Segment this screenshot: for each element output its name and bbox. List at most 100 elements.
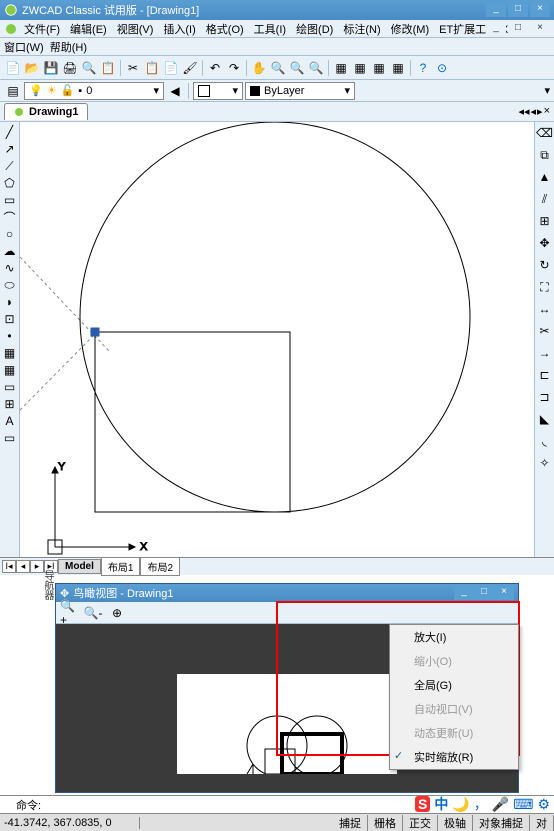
circle-icon[interactable]: ○ (2, 226, 18, 242)
region-icon[interactable]: ▭ (2, 379, 18, 395)
aerial-zoomin-icon[interactable]: 🔍+ (60, 604, 78, 622)
aerial-close-icon[interactable]: × (494, 586, 514, 600)
menu-global[interactable]: 全局(G) (390, 673, 518, 697)
snap-toggle[interactable]: 捕捉 (333, 815, 368, 831)
ellipsearc-icon[interactable]: ◗ (2, 294, 18, 310)
trim-icon[interactable]: ✂ (536, 322, 554, 340)
layer-mgr-icon[interactable]: ▤ (4, 82, 22, 100)
tab-close-icon[interactable]: × (544, 105, 550, 118)
fillet-icon[interactable]: ◟ (536, 432, 554, 450)
aerial-global-icon[interactable]: ⊕ (108, 604, 126, 622)
gradient-icon[interactable]: ▦ (2, 362, 18, 378)
pline-icon[interactable]: ⟋ (2, 158, 18, 174)
menu-insert[interactable]: 插入(I) (159, 20, 199, 38)
explode-icon[interactable]: ✧ (536, 454, 554, 472)
text-icon[interactable]: A (2, 413, 18, 429)
point-icon[interactable]: • (2, 328, 18, 344)
mirror-icon[interactable]: ▲ (536, 168, 554, 186)
doc-maximize-button[interactable]: □ (508, 22, 528, 36)
grid-toggle[interactable]: 栅格 (368, 815, 403, 831)
drawing-canvas[interactable]: X Y (20, 122, 534, 557)
ime-icon[interactable]: S (415, 796, 430, 812)
side-panel-label[interactable]: 导航器 (40, 570, 55, 600)
close-button[interactable]: × (530, 3, 550, 17)
menu-file[interactable]: 文件(F) (20, 20, 64, 38)
otrack-toggle[interactable]: 对 (530, 815, 554, 831)
minimize-button[interactable]: _ (486, 3, 506, 17)
preview-icon[interactable]: 🔍 (80, 59, 98, 77)
aerial-max-icon[interactable]: □ (474, 586, 494, 600)
ime-mic-icon[interactable]: 🎤 (492, 796, 509, 813)
redo-icon[interactable]: ↷ (225, 59, 243, 77)
ortho-toggle[interactable]: 正交 (403, 815, 438, 831)
block-icon[interactable]: ⊡ (2, 311, 18, 327)
layer-dropdown[interactable]: 💡☀🔓▪0 ▾ (24, 82, 164, 100)
line-icon[interactable]: ╱ (2, 124, 18, 140)
layer-prev-icon[interactable]: ◀ (166, 82, 184, 100)
ime-moon-icon[interactable]: 🌙 (452, 796, 469, 813)
spline-icon[interactable]: ∿ (2, 260, 18, 276)
move-icon[interactable]: ✥ (536, 234, 554, 252)
menu-realtime-zoom[interactable]: ✓实时缩放(R) (390, 745, 518, 769)
props-icon[interactable]: ▦ (332, 59, 350, 77)
tab-layout1[interactable]: 布局1 (101, 557, 141, 576)
dc-icon[interactable]: ▦ (351, 59, 369, 77)
tab-first-icon[interactable]: ◂◂ (518, 105, 529, 118)
chamfer-icon[interactable]: ◣ (536, 410, 554, 428)
menu-dynamic-update[interactable]: 动态更新(U) (390, 721, 518, 745)
tab-prev-icon[interactable]: ◂ (531, 105, 537, 118)
aerial-canvas[interactable]: 放大(I) 缩小(O) 全局(G) 自动视口(V) 动态更新(U) ✓实时缩放(… (56, 624, 518, 792)
menu-tools[interactable]: 工具(I) (250, 20, 290, 38)
new-icon[interactable]: 📄 (4, 59, 22, 77)
tab-layout2[interactable]: 布局2 (140, 557, 180, 576)
ime-gear-icon[interactable]: ⚙ (537, 796, 550, 813)
linetype-dropdown[interactable]: ByLayer ▾ (245, 82, 355, 100)
copy-icon[interactable]: 📋 (143, 59, 161, 77)
osnap-toggle[interactable]: 对象捕捉 (473, 815, 530, 831)
ellipse-icon[interactable]: ⬭ (2, 277, 18, 293)
scale-icon[interactable]: ⛶ (536, 278, 554, 296)
join-icon[interactable]: ⊐ (536, 388, 554, 406)
menu-modify[interactable]: 修改(M) (387, 20, 434, 38)
aerial-title-bar[interactable]: ✥ 鸟瞰视图 - Drawing1 _ □ × (56, 584, 518, 602)
stretch-icon[interactable]: ↔ (536, 300, 554, 318)
hatch-icon[interactable]: ▦ (2, 345, 18, 361)
rect-icon[interactable]: ▭ (2, 192, 18, 208)
polar-toggle[interactable]: 极轴 (438, 815, 473, 831)
tab-model[interactable]: Model (58, 559, 101, 574)
ime-comma-icon[interactable]: ， (474, 794, 488, 814)
zoomwin-icon[interactable]: 🔍 (288, 59, 306, 77)
match-icon[interactable]: 🖌 (181, 59, 199, 77)
arc-icon[interactable]: ⌒ (2, 209, 18, 225)
aerial-zoomout-icon[interactable]: 🔍- (84, 604, 102, 622)
doc-minimize-button[interactable]: _ (486, 22, 506, 36)
undo-icon[interactable]: ↶ (206, 59, 224, 77)
offset-icon[interactable]: ⫽ (536, 190, 554, 208)
menu-zoom-out[interactable]: 缩小(O) (390, 649, 518, 673)
xline-icon[interactable]: ↗ (2, 141, 18, 157)
break-icon[interactable]: ⊏ (536, 366, 554, 384)
maximize-button[interactable]: □ (508, 3, 528, 17)
print-icon[interactable]: 🖨 (61, 59, 79, 77)
zoom-icon[interactable]: 🔍 (269, 59, 287, 77)
mtext-icon[interactable]: ▭ (2, 430, 18, 446)
mtab-first-icon[interactable]: I◂ (2, 560, 16, 573)
zoomprev-icon[interactable]: 🔍 (307, 59, 325, 77)
copy2-icon[interactable]: ⧉ (536, 146, 554, 164)
publish-icon[interactable]: 📋 (99, 59, 117, 77)
open-icon[interactable]: 📂 (23, 59, 41, 77)
pan-icon[interactable]: ✋ (250, 59, 268, 77)
doc-close-button[interactable]: × (530, 22, 550, 36)
ime-keyboard-icon[interactable]: ⌨ (513, 796, 533, 813)
menu-dim[interactable]: 标注(N) (339, 20, 384, 38)
menu-draw[interactable]: 绘图(D) (292, 20, 337, 38)
rotate-icon[interactable]: ↻ (536, 256, 554, 274)
extend-icon[interactable]: → (536, 344, 554, 362)
polygon-icon[interactable]: ⬠ (2, 175, 18, 191)
calc-icon[interactable]: ▦ (389, 59, 407, 77)
save-icon[interactable]: 💾 (42, 59, 60, 77)
menu-view[interactable]: 视图(V) (113, 20, 158, 38)
tab-next-icon[interactable]: ▸ (537, 105, 543, 118)
table-icon[interactable]: ⊞ (2, 396, 18, 412)
revcloud-icon[interactable]: ☁ (2, 243, 18, 259)
